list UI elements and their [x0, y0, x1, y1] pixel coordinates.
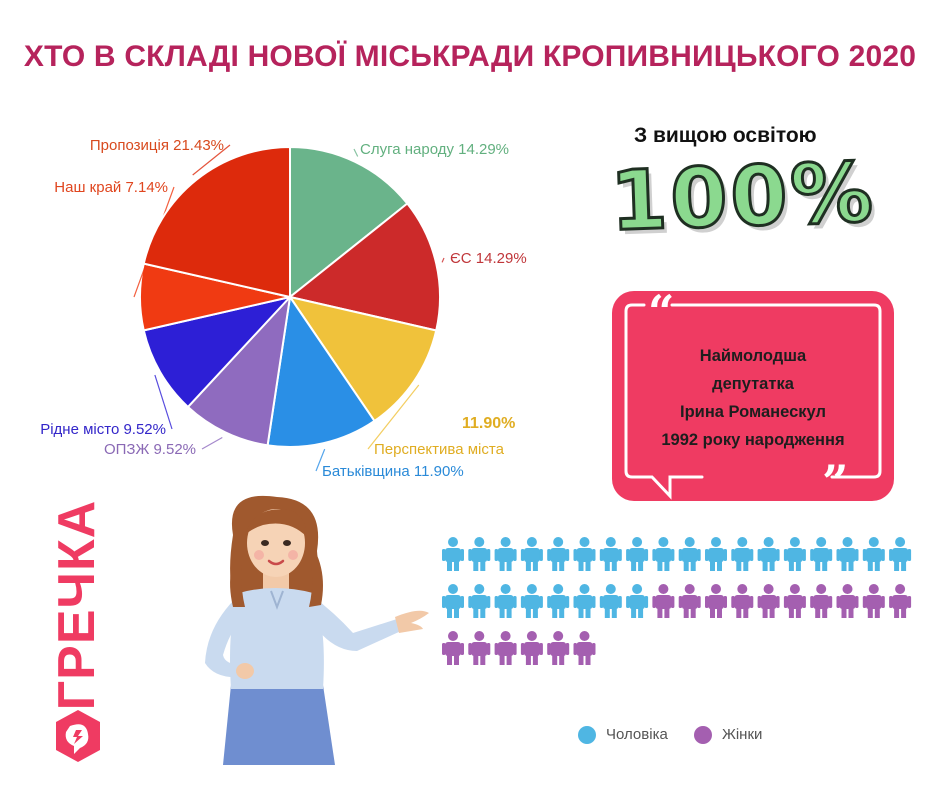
person-icon	[783, 584, 806, 618]
pie-leader-line	[154, 374, 173, 430]
pie-leader-line	[315, 448, 326, 472]
quote-close-mark: ”	[822, 455, 849, 509]
person-icon	[757, 537, 780, 571]
quote-open-mark: “	[648, 285, 675, 339]
pie-leader-line	[201, 436, 223, 450]
pie-label: ОПЗЖ 9.52%	[104, 441, 196, 458]
legend-women-label: Жінки	[722, 726, 763, 743]
logo-icon	[56, 710, 100, 762]
person-icon	[494, 584, 517, 618]
person-icon	[836, 584, 859, 618]
gender-figures	[442, 537, 912, 665]
pie-leader-line	[367, 384, 420, 450]
pie-label: Пропозиція 21.43%	[90, 137, 224, 154]
pie-slice	[186, 293, 292, 447]
quote-box: “ ”	[612, 285, 894, 509]
person-icon	[862, 584, 885, 618]
legend-men-dot	[578, 726, 596, 745]
education-label: З вищою освітою	[634, 124, 817, 147]
person-icon	[889, 584, 912, 618]
person-icon	[468, 631, 491, 665]
person-icon	[836, 537, 859, 571]
pie-label: Наш край 7.14%	[54, 179, 168, 196]
person-icon	[520, 631, 543, 665]
pie-leader-line	[353, 148, 359, 157]
pie-chart: Слуга народу 14.29% ЄС 14.29% Перспектива …	[40, 137, 527, 480]
person-icon	[626, 537, 649, 571]
pie-slice	[287, 295, 438, 423]
person-icon	[652, 537, 675, 571]
pie-slice	[142, 295, 293, 409]
person-icon	[573, 537, 596, 571]
person-icon	[573, 584, 596, 618]
person-icon	[599, 537, 622, 571]
person-icon	[468, 537, 491, 571]
page-title: ХТО В СКЛАДІ НОВОЇ МІСЬКРАДИ КРОПИВНИЦЬК…	[23, 40, 917, 73]
person-icon	[494, 537, 517, 571]
person-icon	[810, 584, 833, 618]
quote-text: Наймолодша депутатка Ірина Романескул 19…	[628, 342, 878, 454]
person-icon	[810, 537, 833, 571]
person-icon	[652, 584, 675, 618]
person-icon	[494, 631, 517, 665]
pie-slice	[266, 294, 376, 448]
legend-women-dot	[694, 726, 712, 745]
pie-leader-line	[441, 257, 445, 263]
pie-slice	[287, 202, 441, 332]
quote-line: депутатка	[712, 375, 794, 393]
pie-label: ЄС 14.29%	[450, 250, 527, 267]
pie-label: Слуга народу 14.29%	[360, 141, 509, 158]
person-icon	[705, 584, 727, 618]
pie-label: Рідне місто 9.52%	[40, 421, 166, 438]
person-icon	[599, 584, 622, 618]
person-icon	[442, 631, 464, 665]
pie-slice	[289, 145, 409, 300]
logo-text: ГРЕЧКА	[48, 499, 106, 711]
quote-line: 1992 року народження	[661, 431, 845, 449]
pie-label: Перспектива міста	[374, 441, 505, 458]
person-icon	[547, 537, 570, 571]
pie-leader-line	[192, 144, 231, 176]
logo-wordmark: ГРЕЧКА	[46, 500, 108, 711]
legend-men-label: Чоловіка	[606, 726, 668, 743]
person-icon	[889, 537, 912, 571]
person-icon	[468, 584, 491, 618]
person-icon	[442, 584, 464, 618]
person-icon	[705, 537, 727, 571]
person-icon	[573, 631, 596, 665]
legend-men: Чоловіка	[578, 726, 668, 745]
person-icon	[547, 584, 570, 618]
person-icon	[783, 537, 806, 571]
person-icon	[520, 584, 543, 618]
legend-women: Жінки	[694, 726, 763, 745]
education-value: 100%	[607, 144, 878, 251]
quote-line: Ірина Романескул	[680, 403, 826, 421]
pie-label: Батьківщина 11.90%	[322, 463, 464, 480]
person-icon	[678, 537, 701, 571]
person-icon	[862, 537, 885, 571]
person-icon	[731, 537, 754, 571]
person-icon	[547, 631, 570, 665]
person-icon	[442, 537, 464, 571]
person-icon	[757, 584, 780, 618]
pie-value-label: 11.90%	[462, 415, 515, 432]
quote-line: Наймолодша	[699, 347, 807, 365]
person-icon	[626, 584, 649, 618]
pie-slice	[142, 145, 291, 299]
person-icon	[520, 537, 543, 571]
quote-frame	[624, 303, 882, 500]
person-icon	[678, 584, 701, 618]
person-icon	[731, 584, 754, 618]
woman-illustration	[205, 495, 429, 765]
